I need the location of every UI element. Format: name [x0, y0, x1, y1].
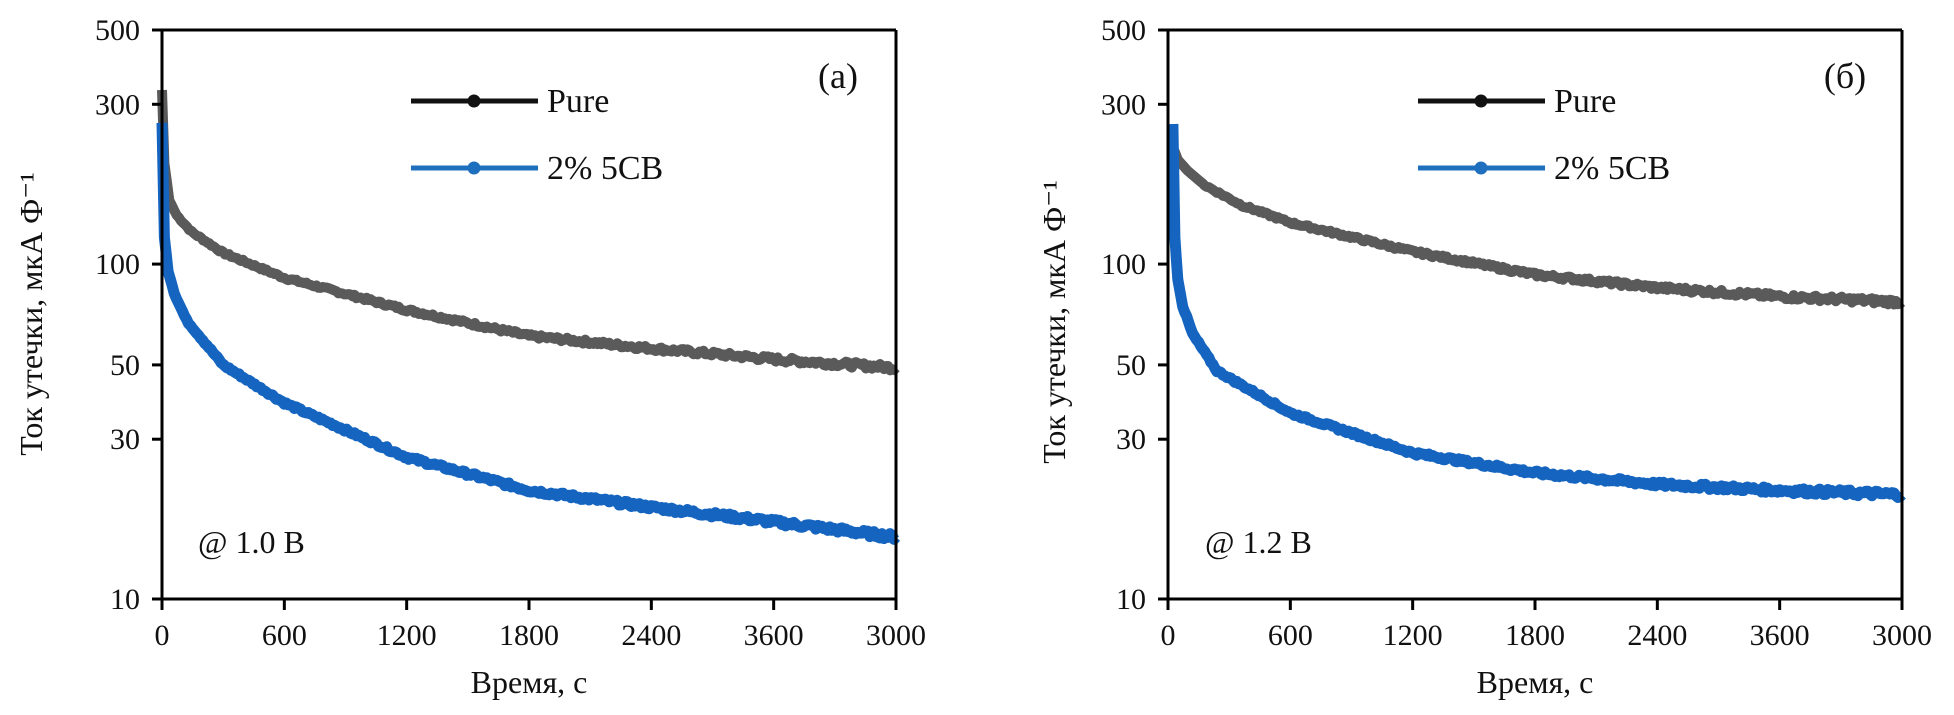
- x-tick-label: 1800: [499, 619, 559, 652]
- y-tick-label: 300: [95, 88, 140, 121]
- series-line-pure: [157, 89, 900, 376]
- legend-label-pure: Pure: [547, 83, 609, 120]
- legend-b: Pure 2% 5CB: [1418, 83, 1670, 187]
- x-tick-label: 3600: [744, 619, 804, 652]
- legend-label-5cb: 2% 5CB: [547, 150, 663, 187]
- axes-b: [1158, 28, 1904, 601]
- series-line-pure: [1169, 148, 1906, 310]
- legend-item-5cb: 2% 5CB: [411, 150, 663, 187]
- x-tick-label: 600: [262, 619, 307, 652]
- x-tick-label: 2400: [621, 619, 681, 652]
- voltage-annotation-a: @ 1.0 В: [198, 524, 305, 560]
- x-tick-label: 600: [1268, 619, 1313, 652]
- y-axis-title-b: Ток утечки, мкА Ф⁻¹: [1036, 180, 1072, 464]
- panel-label-b: (б): [1824, 56, 1866, 96]
- y-tick-label: 500: [1101, 14, 1146, 47]
- x-tick-label: 1200: [1383, 619, 1443, 652]
- x-axis-title-a: Время, с: [471, 664, 588, 700]
- legend-marker-pure: [1474, 94, 1488, 108]
- panel-a: 10 30 50 100 300 500 0 600 1200 1800 2400 3600 3000…: [13, 14, 926, 700]
- x-tick-label: 2400: [1627, 619, 1687, 652]
- legend-item-5cb: 2% 5CB: [1418, 150, 1670, 187]
- x-axis-ticks-a: 0 600 1200 1800 2400 3600 3000: [155, 599, 926, 652]
- series-line-5cb: [1167, 123, 1906, 503]
- panel-b: 10 30 50 100 300 500 0 600 1200 1800 2400 3600 3000…: [1036, 14, 1932, 700]
- legend-label-5cb: 2% 5CB: [1554, 150, 1670, 187]
- x-tick-label: 0: [1161, 619, 1176, 652]
- y-tick-label: 100: [95, 248, 140, 281]
- panel-label-a: (a): [818, 56, 858, 96]
- y-tick-label: 30: [1116, 423, 1146, 456]
- y-tick-label: 100: [1101, 248, 1146, 281]
- x-tick-label: 1200: [377, 619, 437, 652]
- y-tick-label: 50: [1116, 349, 1146, 382]
- y-tick-label: 300: [1101, 88, 1146, 121]
- y-tick-label: 10: [1116, 583, 1146, 616]
- legend-label-pure: Pure: [1554, 83, 1616, 120]
- plot-area-a: [156, 89, 901, 546]
- y-tick-label: 500: [95, 14, 140, 47]
- x-tick-label: 0: [155, 619, 170, 652]
- x-axis-title-b: Время, с: [1477, 664, 1594, 700]
- y-tick-label: 50: [110, 349, 140, 382]
- y-axis-title-a: Ток утечки, мкА Ф⁻¹: [13, 172, 49, 456]
- x-tick-label: 1800: [1505, 619, 1565, 652]
- plot-area-b: [1167, 123, 1906, 503]
- x-tick-label: 3000: [1872, 619, 1932, 652]
- legend-item-pure: Pure: [1418, 83, 1616, 120]
- x-tick-label: 3000: [866, 619, 926, 652]
- y-axis-ticks-a: 10 30 50 100 300 500: [95, 14, 162, 616]
- x-axis-ticks-b: 0 600 1200 1800 2400 3600 3000: [1161, 599, 1932, 652]
- y-tick-label: 30: [110, 423, 140, 456]
- legend-marker-5cb: [1474, 161, 1488, 175]
- series-line-5cb: [156, 122, 901, 545]
- legend-a: Pure 2% 5CB: [411, 83, 663, 187]
- y-tick-label: 10: [110, 583, 140, 616]
- legend-marker-5cb: [467, 161, 481, 175]
- y-axis-ticks-b: 10 30 50 100 300 500: [1101, 14, 1168, 616]
- voltage-annotation-b: @ 1.2 В: [1205, 524, 1312, 560]
- x-tick-label: 3600: [1750, 619, 1810, 652]
- legend-marker-pure: [467, 94, 481, 108]
- axes-a: [152, 28, 898, 601]
- legend-item-pure: Pure: [411, 83, 609, 120]
